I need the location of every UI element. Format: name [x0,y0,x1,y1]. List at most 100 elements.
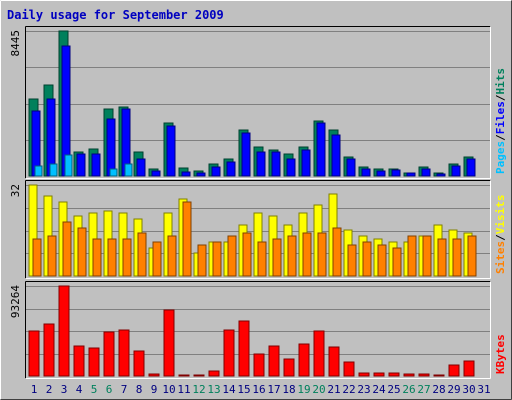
bar-files-day-29 [451,165,461,177]
bar-sites-day-18 [287,235,297,277]
legend-kbytes: KBytes [494,334,507,374]
bar-kbytes-day-30 [463,360,475,377]
bar-kbytes-day-3 [58,285,70,377]
bar-kbytes-day-2 [43,323,55,377]
bar-files-day-27 [421,168,431,177]
legend-separator: / [494,94,507,101]
bar-files-day-5 [91,153,101,177]
x-label-day-24: 24 [372,383,386,396]
bar-files-day-28 [436,173,446,177]
legend-files: Files [494,101,507,134]
bar-sites-day-4 [77,227,87,277]
bar-pages-day-3 [64,154,73,177]
x-label-day-1: 1 [31,383,38,396]
bar-files-day-21 [331,134,341,177]
bar-sites-day-22 [347,244,357,277]
bar-files-day-6 [106,118,116,177]
bar-sites-day-19 [302,232,312,277]
bar-sites-day-11 [182,201,192,277]
x-label-day-23: 23 [357,383,370,396]
legend: Pages/Files/Hits [494,68,507,174]
bar-files-day-22 [346,158,356,177]
x-axis-labels: 1 2 3 4 5 6 7 8 9 10 11 12 13 14 15 16 17 18 19 20 21 22 23 24 2… [31,383,491,396]
x-label-day-11: 11 [177,383,190,396]
x-label-day-18: 18 [282,383,295,396]
x-label-day-5: 5 [91,383,98,396]
bar-kbytes-day-24 [373,372,385,377]
bar-files-day-16 [256,151,266,177]
bar-kbytes-day-27 [418,373,430,377]
bar-sites-day-13 [212,241,222,277]
y-max-label: 93264 [9,285,22,318]
bar-sites-day-1 [32,238,42,277]
bar-kbytes-day-10 [163,309,175,377]
bar-pages-day-6 [109,168,118,177]
bar-kbytes-day-9 [148,373,160,377]
bar-sites-day-30 [467,235,477,277]
bar-pages-day-7 [124,163,133,177]
bar-files-day-19 [301,149,311,177]
bar-files-day-10 [166,125,176,177]
x-label-day-29: 29 [447,383,460,396]
bar-kbytes-day-21 [328,346,340,377]
bar-sites-day-9 [152,241,162,277]
bar-sites-day-16 [257,241,267,277]
x-label-day-31: 31 [477,383,490,396]
legend-separator: / [494,134,507,141]
bar-sites-day-21 [332,227,342,277]
bar-sites-day-6 [107,238,117,277]
bar-sites-day-27 [422,235,432,277]
bar-pages-day-1 [34,165,43,177]
x-label-day-14: 14 [222,383,236,396]
x-label-day-19: 19 [297,383,310,396]
legend-pages: Pages [494,141,507,174]
bar-kbytes-day-28 [433,374,445,377]
legend-sites: Sites [494,241,507,274]
x-label-day-17: 17 [267,383,280,396]
x-label-day-6: 6 [106,383,113,396]
bar-kbytes-day-23 [358,372,370,377]
bar-files-day-30 [466,158,476,177]
bar-sites-day-5 [92,238,102,277]
bar-sites-day-24 [377,244,387,277]
bar-kbytes-day-25 [388,372,400,377]
bar-files-day-11 [181,171,191,177]
legend-visits: Visits [494,195,507,235]
chart-title: Daily usage for September 2009 [7,8,224,22]
bar-sites-day-14 [227,235,237,277]
x-label-day-9: 9 [151,383,158,396]
bar-sites-day-2 [47,235,57,277]
bar-files-day-26 [406,172,416,177]
bar-kbytes-day-15 [238,320,250,377]
x-label-day-28: 28 [432,383,445,396]
x-label-day-16: 16 [252,383,265,396]
x-label-day-13: 13 [207,383,220,396]
bar-pages-day-2 [49,163,58,177]
bar-kbytes-day-12 [193,374,205,377]
bar-kbytes-day-17 [268,345,280,377]
bar-sites-day-17 [272,238,282,277]
bar-files-day-9 [151,170,161,177]
bar-files-day-20 [316,122,326,177]
x-label-day-25: 25 [387,383,400,396]
bar-files-day-25 [391,169,401,177]
x-label-day-7: 7 [121,383,128,396]
x-label-day-15: 15 [237,383,250,396]
legend-separator: / [494,234,507,241]
bar-kbytes-day-6 [103,331,115,377]
bar-kbytes-day-5 [88,347,100,377]
x-label-day-27: 27 [417,383,430,396]
bar-sites-day-7 [122,238,132,277]
bar-files-day-23 [361,168,371,177]
y-max-label: 8445 [9,30,22,57]
x-label-day-20: 20 [312,383,325,396]
bar-sites-day-25 [392,247,402,277]
bar-kbytes-day-1 [28,330,40,377]
bar-sites-day-26 [407,235,417,277]
bar-sites-day-10 [167,235,177,277]
bar-sites-day-28 [437,238,447,277]
x-label-day-10: 10 [162,383,175,396]
bar-sites-day-23 [362,241,372,277]
bar-kbytes-day-20 [313,330,325,377]
bar-kbytes-day-8 [133,350,145,377]
